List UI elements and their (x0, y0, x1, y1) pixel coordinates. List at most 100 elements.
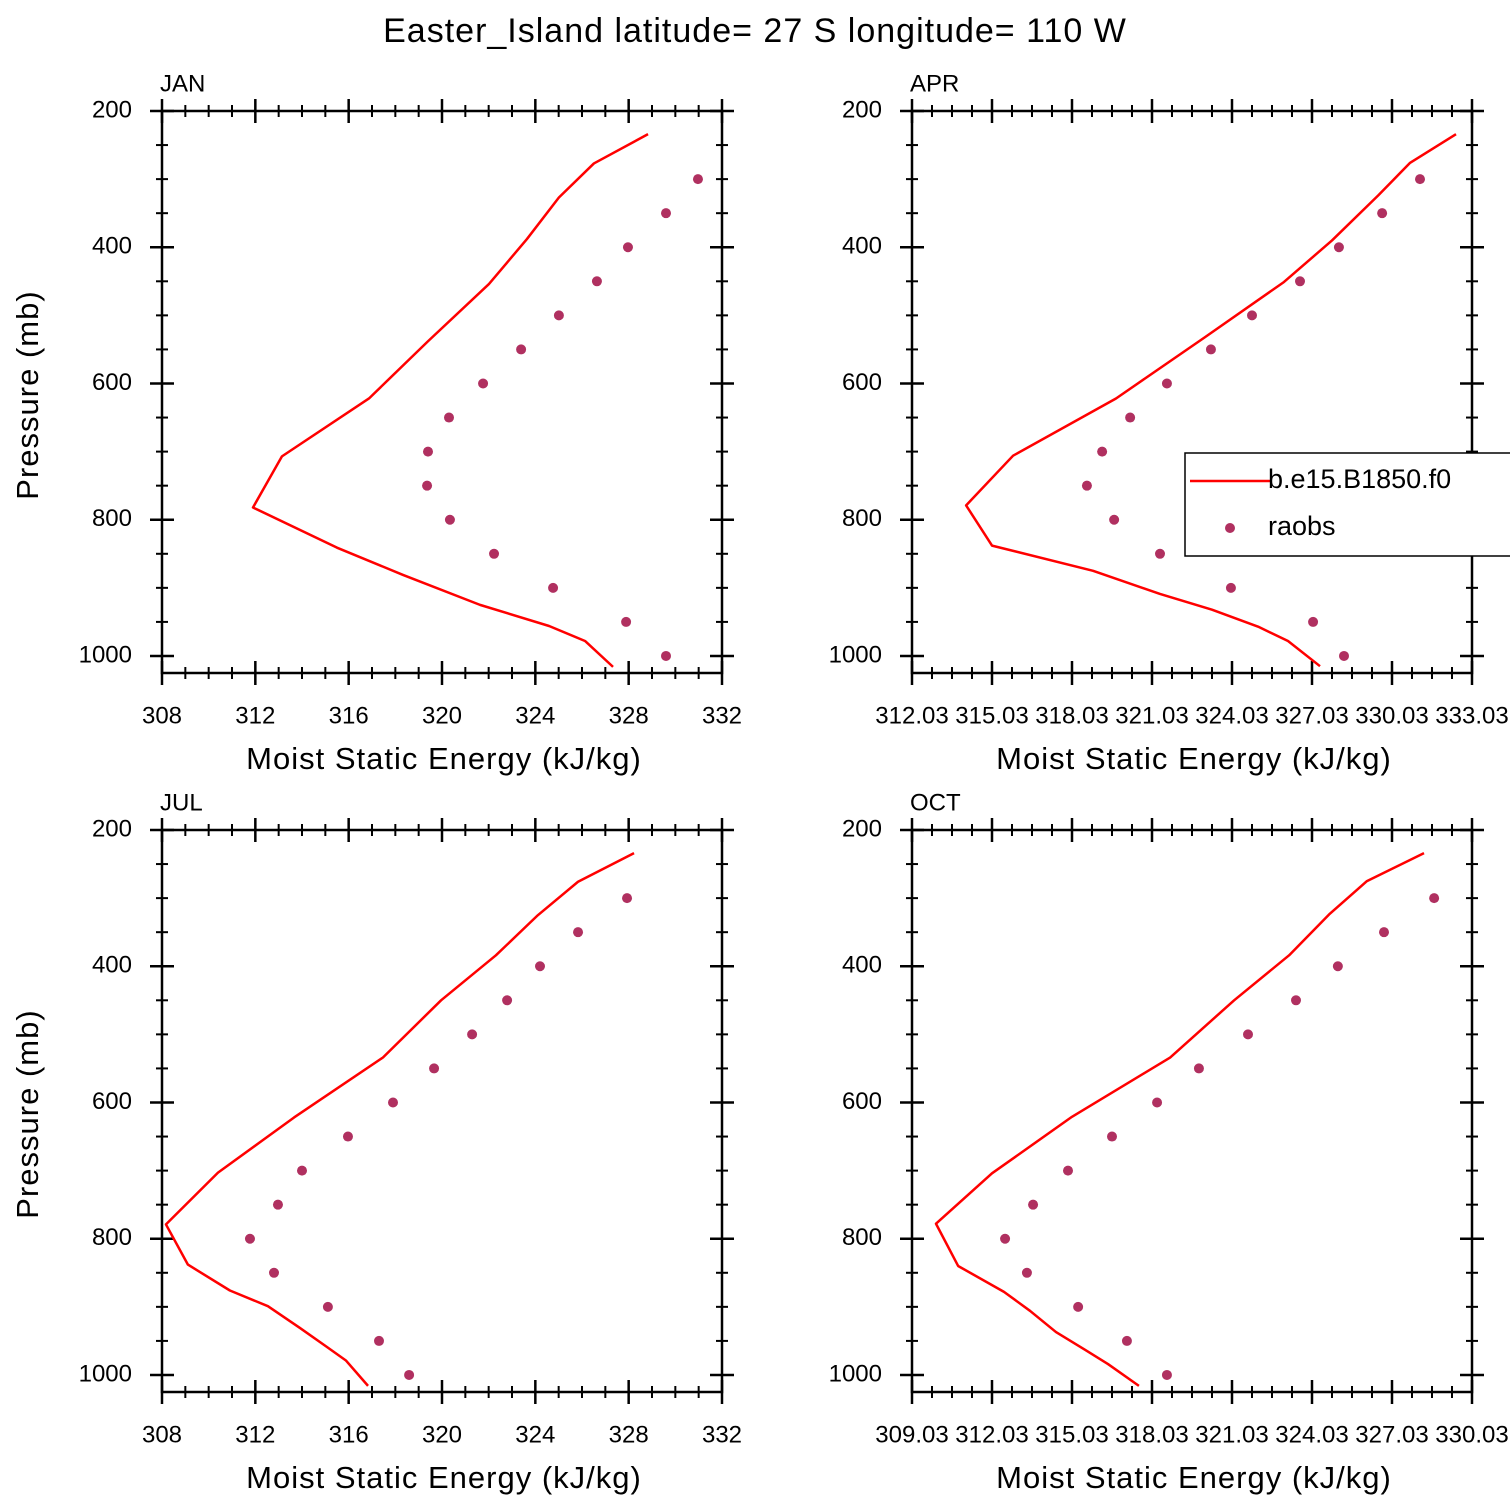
y-tick-label: 400 (92, 952, 132, 979)
y-tick-label: 800 (92, 1224, 132, 1251)
x-tick-label: 324.03 (1275, 1421, 1348, 1448)
figure-title: Easter_Island latitude= 27 S longitude= … (383, 12, 1127, 50)
x-tick-label: 316 (329, 1421, 369, 1448)
obs-point (1243, 1029, 1253, 1040)
x-tick-label: 327.03 (1275, 702, 1348, 729)
legend-marker (1225, 523, 1235, 533)
obs-point (573, 927, 584, 938)
panel-title: JUL (160, 789, 203, 816)
plot-frame (910, 828, 1474, 1394)
obs-point (1247, 310, 1257, 321)
panel: APR 312.03 315.03 318.03 321.03 324.03 327.03 3… (829, 70, 1510, 776)
obs-point (692, 174, 703, 185)
obs-point (661, 650, 671, 661)
model-line (251, 133, 649, 668)
y-tick-label: 600 (842, 1088, 882, 1115)
y-tick-label: 200 (842, 96, 882, 123)
x-tick-label: 324 (515, 702, 555, 729)
obs-point (535, 961, 545, 972)
obs-point (1339, 650, 1349, 661)
y-tick-label: 800 (842, 505, 882, 532)
legend-box (1184, 452, 1510, 557)
obs-point (1333, 242, 1344, 253)
model-line (164, 852, 635, 1387)
panel-title: JAN (160, 70, 205, 97)
legend: b.e15.B1850.f0 raobs (1184, 452, 1510, 557)
obs-point (1121, 1335, 1132, 1346)
obs-point (444, 514, 455, 525)
y-tick-label: 200 (842, 815, 882, 842)
model-line (934, 852, 1425, 1387)
obs-point (322, 1301, 333, 1312)
obs-point (1429, 893, 1440, 904)
x-tick-label: 315.03 (955, 702, 1028, 729)
obs-point (388, 1097, 398, 1108)
obs-point (1225, 582, 1236, 593)
obs-point (342, 1131, 353, 1142)
obs-point (374, 1335, 384, 1346)
x-tick-label: 330.03 (1355, 702, 1428, 729)
obs-point (1161, 1369, 1172, 1380)
x-tick-label: 324 (515, 1421, 555, 1448)
y-tick-label: 600 (92, 1088, 132, 1115)
obs-point (1073, 1301, 1084, 1312)
obs-point (1125, 412, 1136, 423)
obs-point (1308, 616, 1319, 627)
x-tick-label: 316 (329, 702, 369, 729)
x-tick-label: 332 (702, 702, 742, 729)
x-tick-label: 320 (422, 702, 462, 729)
obs-point (1379, 927, 1389, 938)
x-tick-label: 312.03 (875, 702, 948, 729)
x-tick-label: 330.03 (1435, 1421, 1508, 1448)
y-tick-label: 600 (842, 369, 882, 396)
obs-point (621, 616, 632, 627)
y-axis-label: Pressure (mb) (10, 1009, 45, 1218)
obs-point (1155, 548, 1165, 559)
panel-title: APR (910, 70, 959, 97)
legend-label: raobs (1268, 511, 1336, 541)
obs-point (404, 1369, 415, 1380)
y-tick-label: 1000 (79, 641, 132, 668)
x-tick-label: 321.03 (1195, 1421, 1268, 1448)
x-tick-label: 309.03 (875, 1421, 948, 1448)
x-tick-label: 312.03 (955, 1421, 1028, 1448)
x-tick-label: 327.03 (1355, 1421, 1428, 1448)
y-tick-label: 400 (842, 952, 882, 979)
obs-point (244, 1233, 255, 1244)
x-tick-label: 328 (609, 702, 649, 729)
obs-point (489, 548, 500, 559)
y-tick-label: 200 (92, 96, 132, 123)
x-tick-label: 333.03 (1435, 702, 1508, 729)
obs-point (1291, 995, 1301, 1006)
y-tick-label: 200 (92, 815, 132, 842)
panel: OCT 309.03 312.03 315.03 318.03 321.03 324.03 3… (829, 789, 1509, 1495)
obs-point (423, 446, 433, 457)
obs-point (553, 310, 564, 321)
y-tick-label: 1000 (829, 641, 882, 668)
x-tick-label: 320 (422, 1421, 462, 1448)
x-tick-label: 308 (142, 1421, 182, 1448)
obs-point (622, 893, 633, 904)
panel: JUL 308 312 316 320 324 328 332 200 400 600 800 1000… (10, 789, 742, 1495)
obs-point (1028, 1199, 1039, 1210)
obs-point (1161, 378, 1172, 389)
obs-point (516, 344, 527, 355)
x-axis-label: Moist Static Energy (kJ/kg) (246, 741, 642, 776)
obs-point (502, 995, 513, 1006)
obs-point (622, 242, 633, 253)
obs-point (1152, 1097, 1163, 1108)
y-tick-label: 800 (842, 1224, 882, 1251)
x-tick-label: 312 (235, 702, 275, 729)
legend-label: b.e15.B1850.f0 (1268, 464, 1451, 494)
obs-point (1295, 276, 1305, 287)
x-axis-label: Moist Static Energy (kJ/kg) (996, 1460, 1392, 1495)
x-tick-label: 308 (142, 702, 182, 729)
obs-point (1332, 961, 1343, 972)
x-tick-label: 321.03 (1115, 702, 1188, 729)
x-axis-label: Moist Static Energy (kJ/kg) (246, 1460, 642, 1495)
obs-point (272, 1199, 283, 1210)
obs-point (478, 378, 489, 389)
model-line (964, 133, 1457, 668)
